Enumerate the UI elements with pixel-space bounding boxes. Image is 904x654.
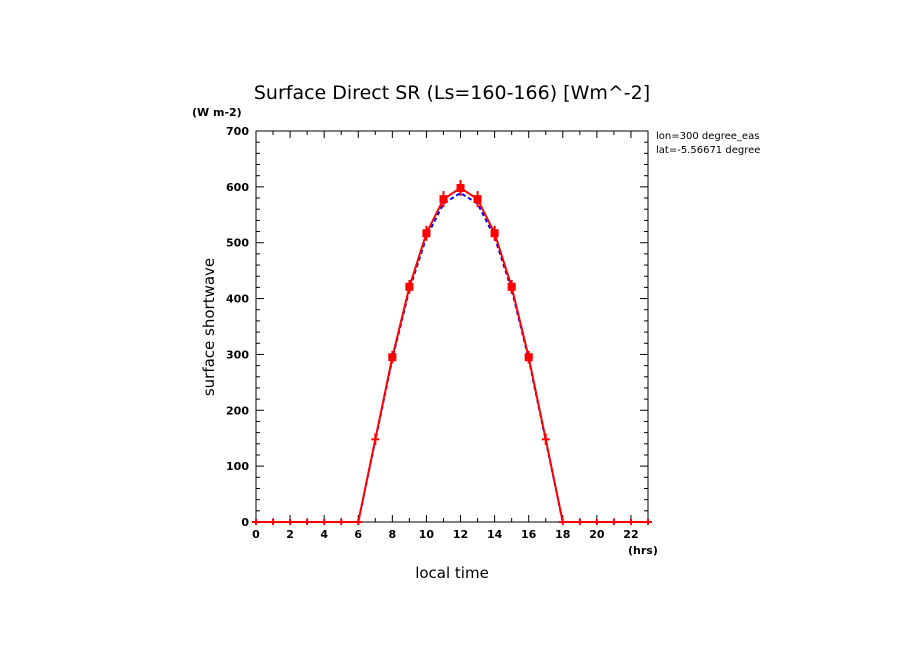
- y-tick-label: 200: [226, 404, 249, 417]
- x-tick-label: 18: [555, 528, 570, 541]
- data-point: [405, 279, 414, 294]
- x-tick-label: 14: [487, 528, 503, 541]
- data-point: [252, 519, 260, 525]
- data-point: [303, 519, 312, 525]
- x-tick-label: 22: [623, 528, 638, 541]
- series-line-blue: [256, 191, 648, 523]
- data-point: [490, 225, 499, 241]
- x-tick-label: 6: [354, 528, 362, 541]
- data-point: [541, 433, 550, 446]
- data-point: [644, 519, 652, 525]
- x-tick-label: 16: [521, 528, 537, 541]
- axes: 0 2 4 6 8 10 12 14 16 18 20 22 0 100 200 300 400 500 600 70…: [226, 125, 649, 541]
- data-point: [558, 519, 567, 525]
- x-tick-label: 20: [589, 528, 605, 541]
- data-point: [388, 350, 397, 364]
- point-marker: [473, 195, 482, 204]
- data-point: [609, 519, 618, 525]
- point-marker: [507, 282, 516, 291]
- x-tick-label: 0: [252, 528, 260, 541]
- y-tick-label: 300: [226, 348, 249, 361]
- plot-frame: [255, 130, 649, 523]
- point-marker: [490, 229, 499, 238]
- x-tick-label: 8: [389, 528, 397, 541]
- data-point: [286, 519, 295, 525]
- point-marker: [405, 282, 414, 291]
- data-point: [626, 519, 635, 525]
- data-point: [269, 519, 278, 525]
- data-point: [473, 191, 482, 208]
- y-tick-label: 100: [226, 460, 249, 473]
- x-tick-label: 10: [419, 528, 435, 541]
- data-point: [507, 279, 516, 294]
- point-marker: [456, 183, 465, 192]
- y-unit-label: (W m-2): [192, 106, 242, 119]
- data-point: [354, 519, 363, 525]
- y-tick-label: 400: [226, 293, 249, 306]
- series-line-red: [256, 186, 648, 523]
- y-tick-label: 700: [226, 125, 249, 138]
- point-marker: [388, 353, 397, 362]
- data-point: [456, 179, 465, 197]
- annotation-lon: lon=300 degree_eas: [656, 131, 759, 142]
- series-layer: [252, 179, 652, 525]
- data-point: [524, 350, 533, 364]
- chart-title: Surface Direct SR (Ls=160-166) [Wm^-2]: [254, 82, 650, 104]
- data-point: [337, 519, 346, 525]
- data-point: [320, 519, 329, 525]
- data-point: [575, 519, 584, 525]
- point-marker: [422, 229, 431, 238]
- x-unit-label: (hrs): [628, 544, 658, 557]
- data-point: [371, 433, 380, 446]
- point-marker: [439, 195, 448, 204]
- y-tick-label: 500: [226, 237, 249, 250]
- data-point: [439, 191, 448, 208]
- data-point: [592, 519, 601, 525]
- x-tick-label: 4: [320, 528, 328, 541]
- y-tick-label: 0: [241, 516, 249, 529]
- x-axis-label: local time: [415, 564, 489, 582]
- point-marker: [524, 353, 533, 362]
- x-tick-label: 2: [286, 528, 294, 541]
- y-tick-label: 600: [226, 181, 249, 194]
- y-axis-label: surface shortwave: [200, 258, 218, 396]
- data-point: [422, 225, 431, 241]
- annotation-lat: lat=-5.56671 degree: [656, 145, 760, 156]
- x-tick-label: 12: [453, 528, 468, 541]
